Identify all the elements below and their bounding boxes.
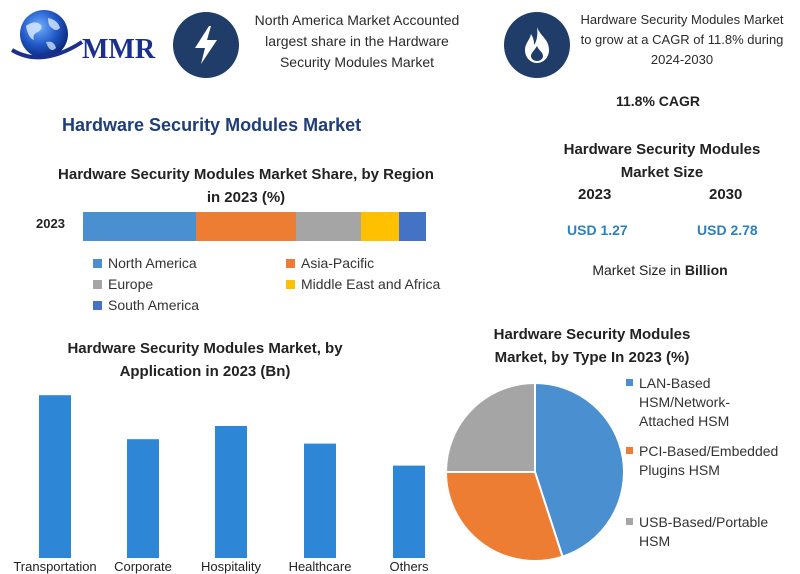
legend-swatch — [286, 279, 295, 289]
type-pie-chart — [444, 381, 625, 562]
page-title: Hardware Security Modules Market — [62, 115, 362, 135]
region-segment-asia-pacific — [196, 212, 296, 241]
mmr-logo: MMR — [8, 6, 158, 68]
globe-icon — [10, 10, 84, 60]
region-segment-middle-east-and-africa — [360, 212, 399, 241]
headline-cagr: Hardware Security Modules Market to grow… — [580, 12, 784, 67]
flame-icon — [504, 12, 570, 78]
region-chart-category: 2023 — [36, 216, 65, 231]
legend-label: North America — [108, 255, 197, 271]
region-legend-item: Middle East and Africa — [286, 276, 440, 292]
cagr-label: 11.8% CAGR — [615, 93, 701, 109]
application-chart-title: Hardware Security Modules Market, by App… — [67, 340, 343, 380]
pie-legend-item: USB-Based/Portable HSM — [626, 513, 789, 551]
region-segment-europe — [295, 212, 361, 241]
legend-swatch — [93, 258, 102, 268]
pie-legend-item: PCI-Based/Embedded Plugins HSM — [626, 442, 789, 480]
region-legend-item: South America — [93, 297, 199, 313]
market-size-value-2: USD 2.78 — [697, 222, 758, 238]
legend-swatch — [286, 258, 295, 268]
application-bar-hospitality — [215, 426, 247, 558]
logo-text: MMR — [82, 34, 156, 65]
legend-label: Asia-Pacific — [301, 255, 375, 271]
application-tick-label: Others — [389, 559, 429, 574]
market-size-unit-bold: Billion — [684, 262, 728, 278]
pie-legend-item: LAN-Based HSM/Network- Attached HSM — [626, 374, 789, 431]
type-chart-title: Hardware Security Modules Market, by Typ… — [493, 326, 691, 366]
legend-swatch — [626, 379, 633, 386]
legend-label: USB-Based/Portable HSM — [639, 514, 769, 549]
region-legend-item: North America — [93, 255, 197, 271]
pie-slice — [444, 471, 564, 562]
application-bar-corporate — [127, 439, 159, 558]
market-size-value-1: USD 1.27 — [567, 222, 628, 238]
region-segment-north-america — [83, 212, 197, 241]
application-tick-label: Transportation — [13, 559, 97, 574]
market-size-unit-prefix: Market Size in — [592, 262, 685, 278]
region-legend-item: Asia-Pacific — [286, 255, 374, 271]
market-size-title: Hardware Security Modules Market Size — [563, 141, 761, 181]
application-bar-healthcare — [304, 443, 336, 558]
application-bar-transportation — [39, 395, 71, 558]
legend-label: Europe — [108, 276, 154, 292]
legend-label: PCI-Based/Embedded Plugins HSM — [639, 443, 779, 478]
lightning-icon — [173, 12, 239, 78]
legend-label: Middle East and Africa — [301, 276, 441, 292]
region-legend-item: Europe — [93, 276, 153, 292]
legend-swatch — [626, 518, 633, 525]
legend-swatch — [93, 300, 102, 310]
market-size-unit: Market Size in Billion — [560, 262, 760, 278]
application-tick-label: Hospitality — [201, 559, 261, 574]
legend-label: LAN-Based HSM/Network- Attached HSM — [639, 375, 731, 429]
market-size-year-1: 2023 — [578, 186, 612, 203]
region-chart-title: Hardware Security Modules Market Share, … — [58, 166, 434, 206]
region-segment-south-america — [398, 212, 426, 241]
pie-slice — [534, 381, 625, 558]
market-size-year-2: 2030 — [709, 186, 743, 203]
application-tick-label: Healthcare — [288, 559, 352, 574]
legend-swatch — [626, 447, 633, 454]
region-stacked-bar — [83, 212, 426, 241]
application-tick-label: Corporate — [114, 559, 172, 574]
headline-north-america: North America Market Accounted largest s… — [254, 12, 460, 70]
application-bar-chart — [39, 395, 425, 558]
pie-slice — [444, 381, 536, 473]
legend-swatch — [93, 279, 102, 289]
application-bar-others — [393, 465, 425, 558]
legend-label: South America — [108, 297, 200, 313]
